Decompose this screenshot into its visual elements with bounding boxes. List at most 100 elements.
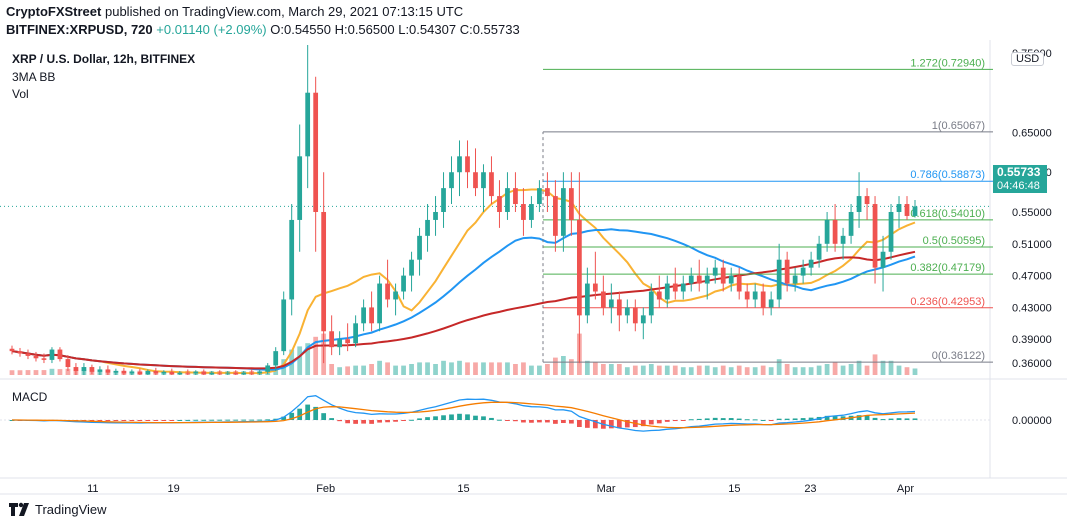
volume-bar (696, 365, 702, 375)
macd-histogram-bar (784, 418, 790, 420)
candle-body (720, 267, 726, 284)
candle-body (33, 355, 39, 359)
macd-histogram-bar (329, 418, 335, 420)
volume-bar (313, 336, 319, 375)
volume-bar (305, 343, 311, 375)
candle-body (904, 204, 910, 216)
candle-body (872, 204, 878, 268)
volume-bar (624, 367, 630, 375)
macd-histogram-bar (792, 418, 798, 420)
volume-bar (728, 367, 734, 375)
macd-histogram-bar (425, 417, 430, 420)
candle-body (465, 156, 470, 173)
price-tick: 0.51000 (1012, 239, 1052, 251)
macd-histogram-bar (233, 419, 239, 421)
candle-body (297, 156, 303, 220)
macd-histogram-bar (193, 419, 199, 421)
macd-histogram-bar (161, 420, 167, 421)
volume-bar (505, 362, 510, 375)
volume-bar (712, 367, 718, 375)
volume-bar (792, 367, 798, 375)
candle-body (321, 211, 327, 332)
volume-bar (17, 370, 23, 375)
volume-bar (497, 362, 502, 375)
publish-line: CryptoFXStreet published on TradingView.… (6, 4, 463, 19)
indicator-3ma-bb[interactable]: 3MA BB (12, 70, 56, 84)
last-price-label: 0.55733 04:46:48 (993, 165, 1047, 193)
macd-histogram-bar (888, 418, 894, 420)
candle-body (201, 371, 207, 375)
volume-bar (848, 364, 854, 375)
volume-bar (704, 365, 710, 375)
tradingview-logo[interactable]: TradingView (8, 500, 107, 518)
candle-body (744, 291, 750, 300)
macd-histogram-bar (217, 419, 223, 421)
volume-bar (441, 360, 446, 375)
candle-body (616, 299, 622, 316)
macd-histogram-bar (800, 418, 806, 420)
macd-histogram-bar (249, 419, 255, 421)
candle-body (704, 275, 710, 284)
candle-body (441, 188, 446, 212)
macd-histogram-bar (417, 418, 422, 420)
macd-panel (0, 395, 990, 432)
macd-histogram-bar (401, 420, 406, 421)
time-tick: 11 (87, 483, 98, 495)
macd-histogram-bar (760, 419, 766, 421)
price-tick: 0.55000 (1012, 207, 1052, 219)
volume-bar (592, 362, 598, 375)
macd-histogram-bar (545, 420, 550, 423)
volume-bar (481, 362, 486, 375)
candle-body (664, 283, 670, 300)
macd-histogram-bar (121, 420, 127, 421)
chart-title: XRP / U.S. Dollar, 12h, BITFINEX (12, 52, 196, 66)
macd-histogram-bar (529, 420, 534, 423)
currency-button[interactable]: USD (1011, 52, 1045, 66)
fib-level-label: 0.5(0.50595) (923, 235, 985, 247)
candle-body (369, 307, 374, 324)
macd-line (11, 395, 916, 432)
candle-body (824, 219, 830, 244)
volume-bar (449, 362, 454, 375)
macd-histogram-bar (209, 419, 215, 421)
volume-bar (640, 365, 646, 375)
candle-body (153, 371, 159, 374)
volume-bar (537, 365, 542, 375)
candle-body (800, 267, 806, 276)
volume-bar (561, 356, 566, 375)
volume-bar (353, 365, 358, 375)
price-tick: 0.47000 (1012, 271, 1052, 283)
macd-histogram-bar (624, 420, 630, 428)
macd-histogram-bar (608, 420, 614, 429)
volume-bar (752, 367, 758, 375)
candle-body (49, 349, 55, 360)
volume-bar (776, 359, 782, 375)
volume-bar (49, 368, 55, 375)
indicator-volume[interactable]: Vol (12, 87, 29, 101)
time-tick: 15 (457, 483, 469, 495)
open-value: O:0.54550 (270, 22, 331, 37)
macd-histogram-bar (656, 420, 662, 424)
volume-bar (872, 354, 878, 375)
macd-histogram-bar (361, 420, 366, 424)
macd-histogram-bar (728, 418, 734, 420)
publisher[interactable]: CryptoFXStreet (6, 4, 102, 19)
volume-bar (672, 365, 678, 375)
candle-body (161, 371, 167, 374)
candle-body (672, 283, 678, 292)
volume-bar (33, 370, 39, 375)
ma-orange-line (11, 188, 916, 375)
candle-body (241, 372, 247, 375)
macd-histogram-bar (481, 416, 486, 420)
volume-bar (608, 364, 614, 375)
candle-body (832, 219, 838, 244)
macd-histogram-bar (385, 420, 390, 423)
candle-body (680, 283, 686, 292)
indicator-macd[interactable]: MACD (12, 390, 48, 404)
candle-body (289, 219, 295, 300)
signal-line (12, 401, 916, 429)
volume-bar (584, 360, 590, 375)
price-tick: 0.43000 (1012, 302, 1052, 314)
candle-body (840, 235, 846, 244)
